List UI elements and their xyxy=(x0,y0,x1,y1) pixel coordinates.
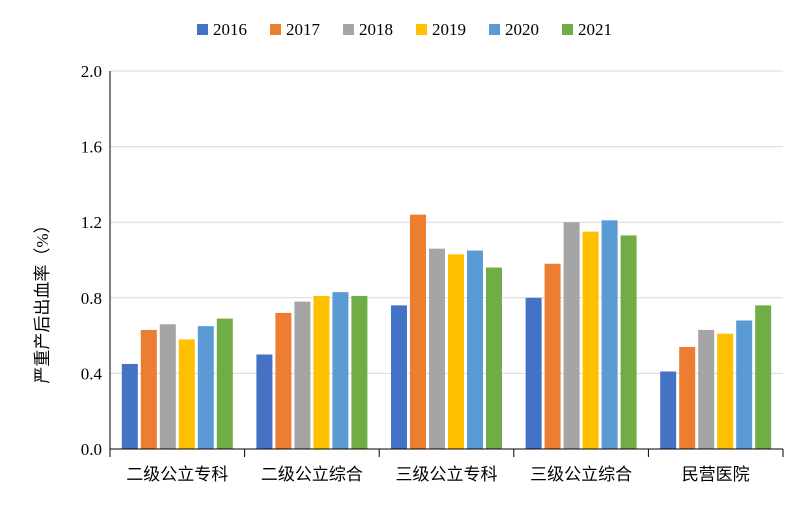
x-category-label: 二级公立综合 xyxy=(261,465,363,484)
bar-2021-2 xyxy=(486,267,502,449)
legend-label: 2017 xyxy=(286,20,321,39)
bar-2016-2 xyxy=(391,305,407,449)
bar-2019-3 xyxy=(582,231,599,449)
bar-2021-4 xyxy=(755,305,772,449)
bar-2020-3 xyxy=(601,220,618,449)
bar-2016-1 xyxy=(256,354,273,449)
bar-2020-1 xyxy=(332,292,349,449)
bar-2019-4 xyxy=(717,333,734,449)
bar-2017-2 xyxy=(410,214,426,449)
bar-2021-1 xyxy=(351,295,368,449)
bar-2021-3 xyxy=(620,235,637,449)
y-tick-label: 1.6 xyxy=(81,138,102,157)
y-tick-label: 2.0 xyxy=(81,62,102,81)
bar-2018-3 xyxy=(563,222,580,449)
bar-2020-2 xyxy=(467,250,483,449)
x-category-label: 三级公立专科 xyxy=(396,465,498,484)
legend-label: 2016 xyxy=(213,20,247,39)
bars xyxy=(121,214,772,449)
legend-label: 2020 xyxy=(505,20,539,39)
bar-2021-0 xyxy=(216,318,233,449)
legend-label: 2018 xyxy=(359,20,393,39)
legend-label: 2021 xyxy=(578,20,612,39)
y-tick-label: 0.4 xyxy=(81,364,103,383)
y-tick-label: 0.8 xyxy=(81,289,102,308)
legend-swatch-2016 xyxy=(197,24,208,35)
bar-2018-1 xyxy=(294,301,311,449)
legend-swatch-2020 xyxy=(489,24,500,35)
bar-2017-0 xyxy=(140,329,157,449)
bar-2020-0 xyxy=(197,326,214,449)
legend-swatch-2018 xyxy=(343,24,354,35)
legend-swatch-2017 xyxy=(270,24,281,35)
bar-2019-2 xyxy=(448,254,464,449)
legend-swatch-2021 xyxy=(562,24,573,35)
axes xyxy=(109,71,784,457)
bar-2019-0 xyxy=(178,339,195,449)
bar-2019-1 xyxy=(313,295,330,449)
legend: 2016 2017 2018 2019 2020 2021 xyxy=(197,20,612,39)
bar-2018-2 xyxy=(429,248,445,449)
bar-2016-4 xyxy=(660,371,677,449)
bar-2017-3 xyxy=(544,263,561,449)
bar-2020-4 xyxy=(736,320,753,449)
bar-2017-4 xyxy=(679,346,696,449)
bar-2018-0 xyxy=(159,324,176,449)
y-tick-label: 1.2 xyxy=(81,213,102,232)
y-tick-label: 0.0 xyxy=(81,440,102,459)
bar-2016-0 xyxy=(121,363,138,449)
y-tick-labels: 0.0 0.4 0.8 1.2 1.6 2.0 xyxy=(81,62,103,459)
bar-2018-4 xyxy=(698,329,715,449)
category-labels: 二级公立专科 二级公立综合 三级公立专科 三级公立综合 民营医院 xyxy=(126,465,749,484)
x-category-label: 二级公立专科 xyxy=(126,465,228,484)
bar-2017-1 xyxy=(275,312,292,449)
x-category-label: 民营医院 xyxy=(682,465,750,484)
legend-swatch-2019 xyxy=(416,24,427,35)
x-category-label: 三级公立综合 xyxy=(530,465,632,484)
bar-2016-3 xyxy=(525,297,542,449)
y-axis-title: 严重产后出血率（%） xyxy=(33,216,52,383)
legend-label: 2019 xyxy=(432,20,466,39)
